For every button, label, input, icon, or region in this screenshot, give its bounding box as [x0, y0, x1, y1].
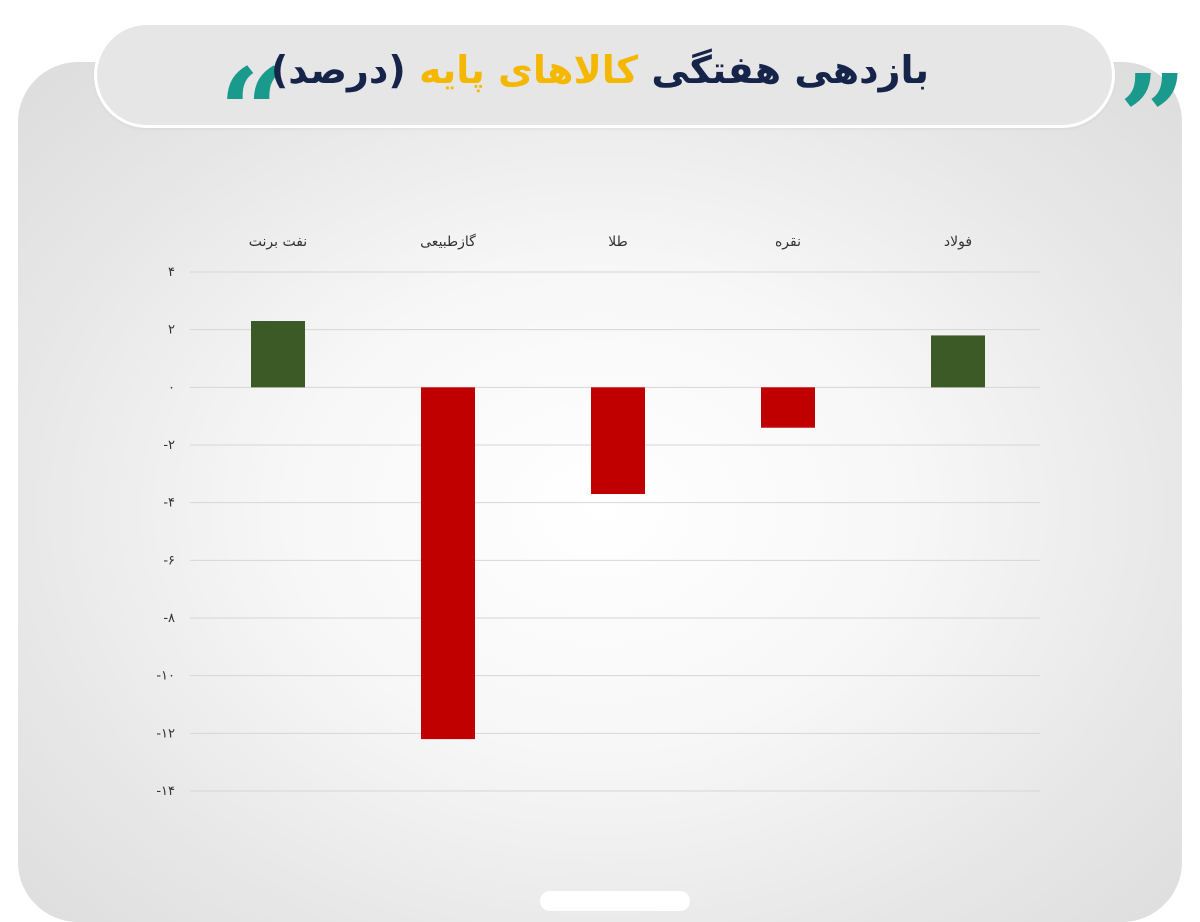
- bottom-tab: [540, 891, 690, 911]
- y-tick-label: -۱۲: [156, 726, 175, 741]
- title-banner: “ ”: [97, 25, 1187, 177]
- category-label: نفت برنت: [249, 234, 307, 250]
- title-highlight: کالاهای پایه: [418, 48, 639, 92]
- chart-title: بازدهی هفتگی کالاهای پایه (درصد): [0, 44, 1200, 96]
- y-tick-label: -۶: [163, 553, 175, 568]
- y-tick-label: -۲: [163, 438, 175, 453]
- category-label: گازطبیعی: [420, 233, 476, 250]
- bar-chart: ۴ ۲ ۰ -۲ -۴ -۶ -۸ -۱۰ -۱۲ -۱۴ فولاد نقره طلا گازطبیعی…: [156, 233, 1040, 799]
- y-tick-label: ۰: [168, 380, 175, 395]
- category-label: فولاد: [944, 234, 972, 250]
- y-tick-label: -۱۰: [156, 669, 175, 684]
- bar: [591, 387, 645, 495]
- bar: [931, 335, 985, 388]
- bar: [761, 387, 815, 428]
- title-part1: بازدهی هفتگی: [651, 48, 930, 92]
- double-quote-open-icon: “: [219, 42, 287, 181]
- category-label: طلا: [608, 234, 628, 250]
- y-tick-label: -۸: [163, 611, 175, 626]
- y-tick-label: ۲: [168, 323, 175, 338]
- y-tick-label: ۴: [168, 265, 175, 280]
- y-tick-label: -۱۴: [156, 784, 175, 799]
- category-label: نقره: [775, 234, 801, 250]
- y-tick-label: -۴: [163, 496, 175, 511]
- title-part2: (درصد): [270, 48, 406, 92]
- double-quote-close-icon: ”: [1119, 48, 1187, 187]
- bar: [421, 387, 475, 740]
- bar: [251, 321, 305, 388]
